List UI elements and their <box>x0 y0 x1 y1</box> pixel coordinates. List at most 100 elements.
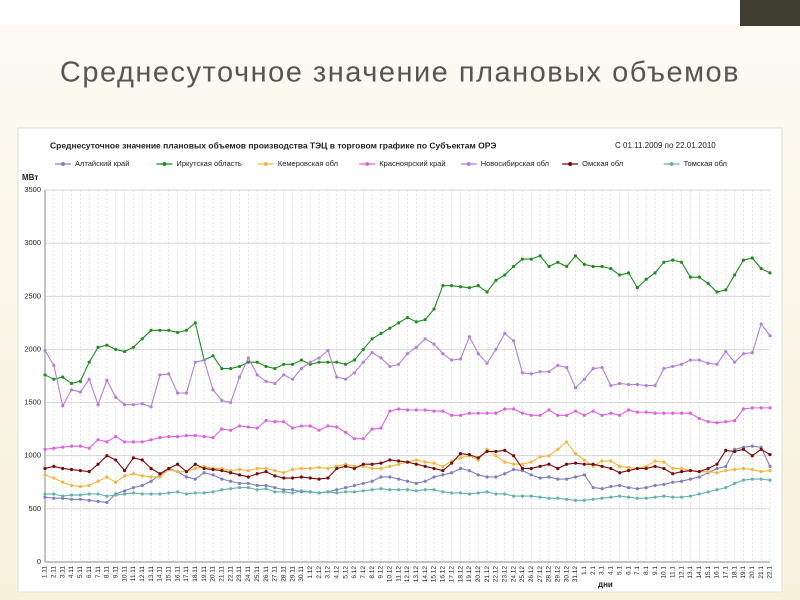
point <box>273 486 277 490</box>
x-tick-label: 16.11 <box>174 566 181 582</box>
point <box>662 466 666 471</box>
point <box>352 483 357 488</box>
point <box>768 334 772 338</box>
point <box>432 466 436 471</box>
point <box>538 464 542 468</box>
point <box>211 388 215 392</box>
point <box>494 492 498 496</box>
point <box>290 426 295 430</box>
point <box>414 345 418 349</box>
x-tick-label: 19.12 <box>466 566 473 583</box>
point <box>733 481 737 485</box>
point <box>308 490 312 494</box>
point <box>476 284 480 288</box>
x-tick-label: 6.11 <box>86 566 93 579</box>
point <box>335 488 339 492</box>
y-tick-label: 3000 <box>24 238 41 247</box>
point <box>405 460 410 464</box>
point <box>184 433 189 438</box>
point <box>671 411 675 415</box>
x-tick-label: 11.1 <box>669 566 676 579</box>
point <box>361 489 365 493</box>
point <box>299 358 304 362</box>
x-tick-label: 23.12 <box>501 566 508 583</box>
legend-marker <box>568 162 573 166</box>
x-tick-label: 21.11 <box>219 566 226 582</box>
point <box>750 256 754 260</box>
point <box>600 413 604 417</box>
point <box>220 468 224 473</box>
point <box>255 483 259 488</box>
point <box>282 373 286 377</box>
point <box>405 352 410 356</box>
point <box>750 477 754 481</box>
point <box>582 462 586 466</box>
y-tick-label: 2000 <box>24 344 41 353</box>
point <box>441 352 445 356</box>
point <box>122 468 127 473</box>
x-tick-label: 27.11 <box>272 566 279 582</box>
x-tick-label: 9.12 <box>378 566 385 579</box>
point <box>556 496 560 500</box>
x-tick-label: 27.12 <box>537 566 544 583</box>
point <box>282 490 286 494</box>
point <box>131 491 136 495</box>
point <box>432 475 436 479</box>
point <box>750 444 754 448</box>
point <box>635 496 639 500</box>
point <box>591 409 595 413</box>
point <box>52 496 56 500</box>
x-tick-label: 22.12 <box>493 566 500 583</box>
point <box>556 363 560 367</box>
point <box>397 362 401 366</box>
point <box>87 483 91 488</box>
legend-marker <box>263 162 268 166</box>
point <box>290 362 295 366</box>
legend-marker <box>162 162 167 166</box>
point <box>450 358 454 362</box>
point <box>679 411 684 415</box>
point <box>52 476 56 480</box>
x-tick-label: 3.11 <box>59 566 66 579</box>
point <box>52 464 56 468</box>
legend-marker <box>61 162 65 166</box>
point <box>759 267 763 271</box>
point <box>52 363 56 367</box>
point <box>759 406 763 410</box>
legend-marker <box>669 162 674 166</box>
point <box>511 462 516 466</box>
point <box>520 466 525 471</box>
point <box>43 473 47 477</box>
point <box>591 366 595 371</box>
point <box>511 339 516 343</box>
point <box>96 462 100 466</box>
point <box>538 455 542 459</box>
point <box>494 449 498 454</box>
x-tick-label: 1.12 <box>307 566 314 579</box>
point <box>264 419 268 423</box>
point <box>69 388 74 392</box>
point <box>565 497 569 501</box>
point <box>149 438 153 442</box>
legend-label: Томская обл <box>684 159 727 168</box>
x-tick-label: 7.11 <box>95 566 102 579</box>
point <box>149 475 153 479</box>
point <box>626 271 631 275</box>
point <box>255 472 259 476</box>
point <box>282 471 286 475</box>
point <box>105 378 109 382</box>
point <box>573 461 578 465</box>
x-tick-label: 21.12 <box>484 566 491 583</box>
point <box>158 475 162 479</box>
point <box>352 358 357 362</box>
point <box>43 373 47 377</box>
point <box>626 486 631 490</box>
point <box>653 464 657 468</box>
point <box>582 473 586 477</box>
point <box>485 290 489 294</box>
point <box>140 440 144 444</box>
point <box>167 328 171 332</box>
point <box>485 411 489 415</box>
point <box>176 462 180 466</box>
point <box>264 466 268 471</box>
